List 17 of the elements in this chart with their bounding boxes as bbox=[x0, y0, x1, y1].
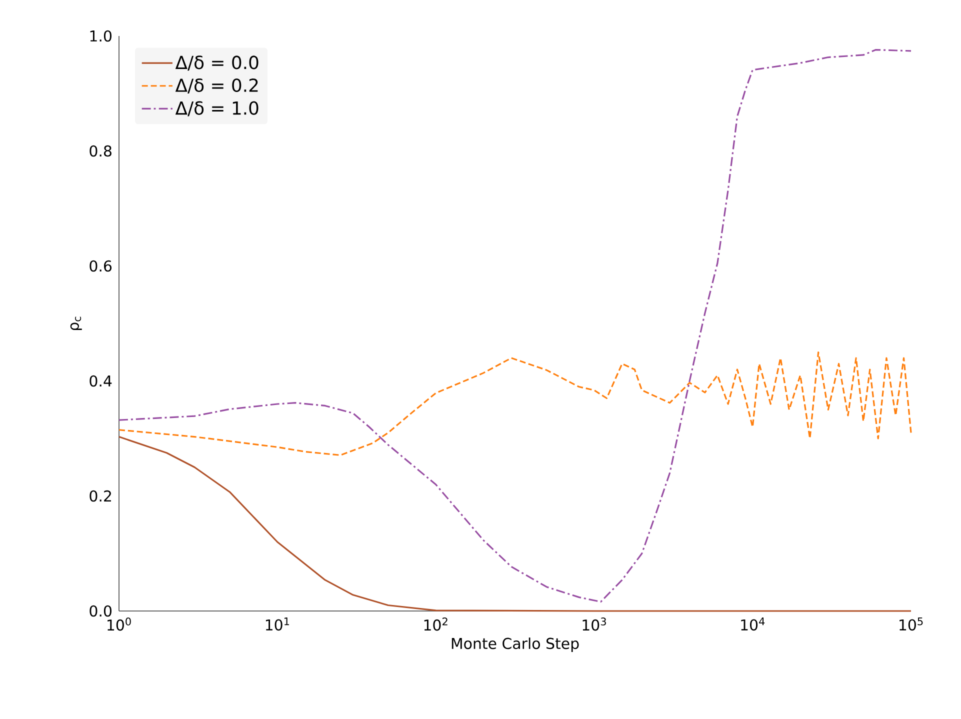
y-tick-label: 0.2 bbox=[90, 490, 111, 502]
y-tick-label: 0.0 bbox=[90, 605, 112, 617]
y-axis-title: ρ$_{c}$ bbox=[70, 316, 82, 330]
legend-label: Δ/δ = 0.0 bbox=[175, 56, 258, 71]
x-tick-label: 10$^{0}$ bbox=[108, 618, 131, 631]
y-tick-label: 1.0 bbox=[90, 30, 112, 42]
x-tick-label: 10$^{3}$ bbox=[582, 618, 606, 631]
x-tick-label: 10$^{4}$ bbox=[741, 618, 765, 631]
legend-label: Δ/δ = 1.0 bbox=[175, 101, 258, 116]
x-axis-title: Monte Carlo Step bbox=[452, 638, 579, 652]
x-tick-label: 10$^{5}$ bbox=[900, 618, 923, 631]
x-tick-label: 10$^{2}$ bbox=[424, 618, 448, 631]
y-tick-label: 0.4 bbox=[90, 375, 112, 387]
y-tick-label: 0.6 bbox=[90, 260, 112, 272]
x-tick-label: 10$^{1}$ bbox=[266, 618, 290, 631]
y-tick-label: 0.8 bbox=[90, 145, 112, 157]
legend-label: Δ/δ = 0.2 bbox=[175, 78, 258, 94]
